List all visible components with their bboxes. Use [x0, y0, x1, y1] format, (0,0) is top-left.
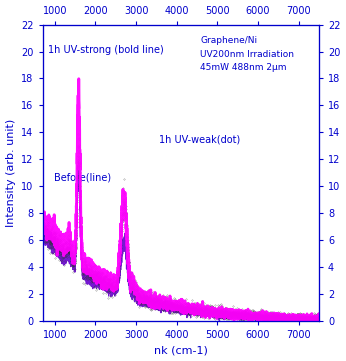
Text: 1h UV-weak(dot): 1h UV-weak(dot): [159, 134, 240, 144]
Text: 1h UV-strong (bold line): 1h UV-strong (bold line): [48, 45, 164, 55]
Y-axis label: Intensity (arb. unit): Intensity (arb. unit): [6, 119, 16, 227]
X-axis label: nk (cm-1): nk (cm-1): [154, 345, 208, 356]
Text: Graphene/Ni
UV200nm Irradiation
45mW 488nm 2µm: Graphene/Ni UV200nm Irradiation 45mW 488…: [200, 36, 294, 72]
Text: Before(line): Before(line): [54, 173, 111, 183]
